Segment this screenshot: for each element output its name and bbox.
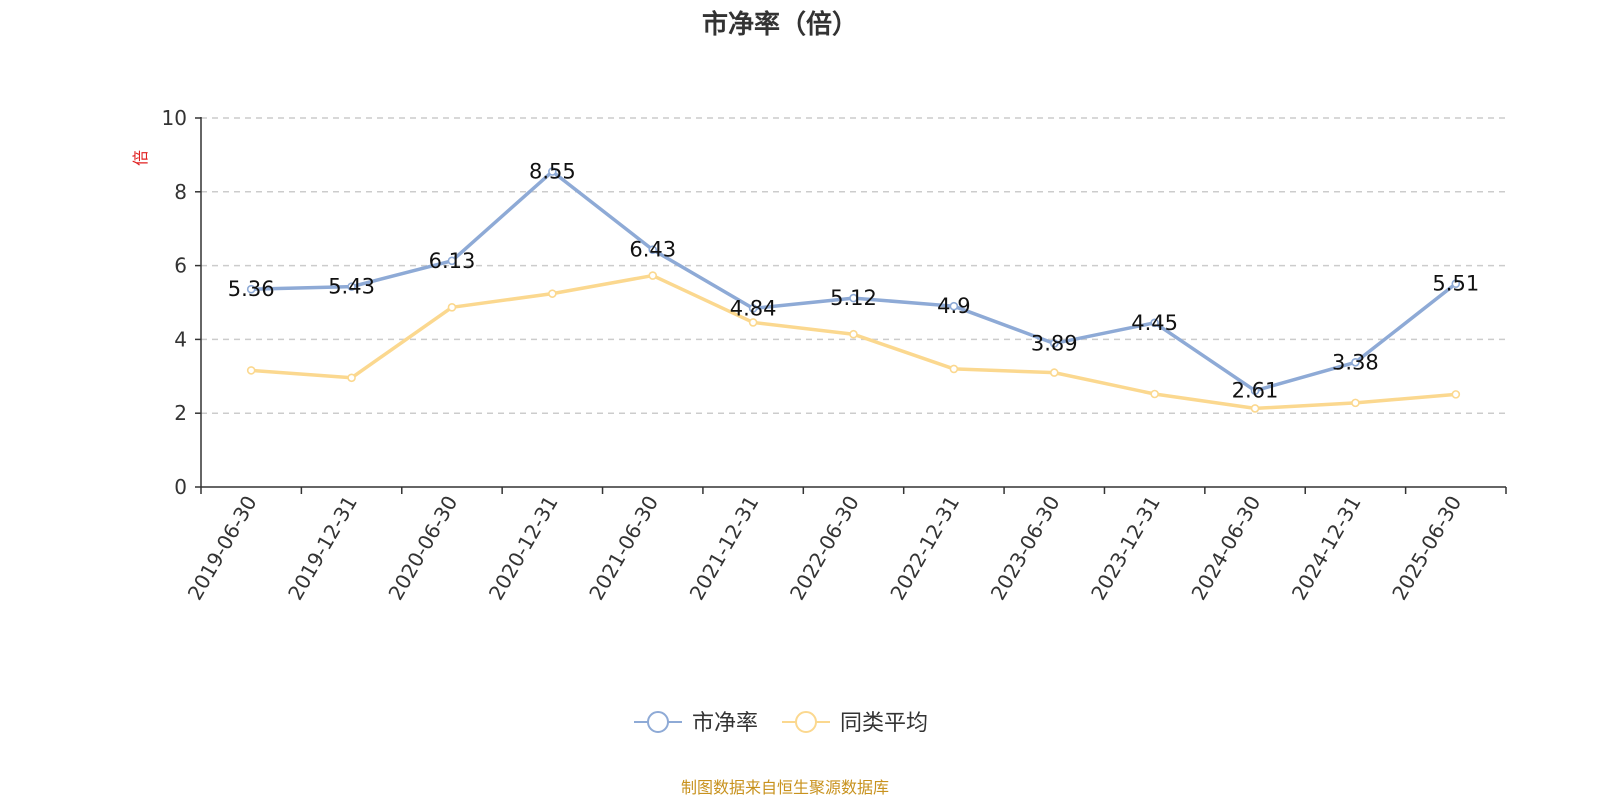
data-label: 4.45 [1131, 311, 1178, 335]
legend-circle-icon [647, 711, 669, 733]
data-point [548, 167, 557, 176]
x-tick-label: 2021-12-31 [685, 492, 764, 605]
x-tick-label: 2021-06-30 [584, 492, 663, 605]
x-tick-label: 2023-06-30 [986, 492, 1065, 605]
x-tick-label: 2024-06-30 [1186, 492, 1265, 605]
data-point [1451, 390, 1461, 399]
y-tick-label: 2 [174, 401, 187, 425]
data-point [246, 284, 256, 294]
data-point [949, 301, 959, 311]
data-point [748, 318, 758, 327]
x-tick-label: 2019-12-31 [283, 492, 362, 605]
data-label: 5.12 [830, 286, 877, 310]
data-label: 6.43 [629, 238, 676, 262]
data-point [1250, 404, 1260, 413]
data-point [748, 304, 758, 313]
x-tick-label: 2020-06-30 [383, 492, 462, 605]
grid-lines [201, 117, 1506, 414]
data-point [849, 293, 858, 303]
x-tick-label: 2023-12-31 [1086, 492, 1165, 605]
x-tick-label: 2024-12-31 [1287, 492, 1366, 605]
data-point [1351, 357, 1360, 367]
data-point [347, 373, 356, 383]
data-labels: 5.36 5.43 6.13 8.55 6.43 4.84 5.12 4.9 3.89 4.45 2… [228, 160, 1479, 403]
data-point [1049, 368, 1059, 377]
data-label: 4.84 [730, 296, 777, 320]
data-point [548, 289, 557, 298]
data-label: 5.43 [328, 275, 375, 299]
data-point [1049, 339, 1059, 348]
data-label: 6.13 [429, 249, 476, 273]
data-label: 3.89 [1031, 331, 1078, 355]
data-point [1150, 389, 1159, 399]
data-point [648, 245, 658, 255]
data-label: 3.38 [1332, 350, 1379, 374]
y-tick-label: 0 [174, 475, 187, 499]
x-tick-label: 2022-06-30 [785, 492, 864, 605]
x-tick-label: 2019-06-30 [183, 492, 262, 605]
series-line [251, 169, 1457, 393]
data-point [849, 329, 858, 339]
y-tick-label: 6 [174, 254, 187, 278]
data-label: 5.51 [1432, 272, 1479, 296]
data-label: 5.36 [228, 277, 275, 301]
x-tick-label: 2020-12-31 [484, 492, 563, 605]
data-label: 8.55 [529, 160, 576, 184]
data-point [1451, 279, 1461, 288]
x-tick-label: 2022-12-31 [885, 492, 964, 605]
x-tick-label: 2025-06-30 [1387, 492, 1466, 605]
data-point [246, 366, 256, 375]
data-point [648, 271, 658, 280]
y-tick-label: 10 [162, 106, 187, 130]
axes: 0 2 4 6 8 10 2019-06-30 2019-12-31 2020-06-30 202… [162, 106, 1507, 605]
data-label: 2.61 [1232, 379, 1279, 403]
data-point [447, 256, 457, 266]
legend-item[interactable]: 市净率 [634, 711, 758, 736]
series-layer [246, 167, 1461, 413]
y-tick-label: 4 [174, 327, 187, 351]
data-point [949, 364, 959, 374]
legend-circle-icon [795, 711, 817, 733]
data-label: 4.9 [937, 294, 970, 318]
data-point [1250, 386, 1260, 395]
data-point [347, 282, 356, 291]
legend-label: 市净率 [692, 711, 758, 736]
legend: 市净率 同类平均 [634, 711, 928, 736]
y-axis-label: 倍 [131, 150, 150, 166]
y-tick-label: 8 [174, 180, 187, 204]
legend-item[interactable]: 同类平均 [782, 711, 928, 736]
data-point [447, 302, 457, 312]
legend-label: 同类平均 [840, 711, 928, 736]
chart-title: 市净率（倍） [702, 9, 858, 40]
source-note: 制图数据来自恒生聚源数据库 [681, 778, 889, 797]
data-point [1150, 318, 1159, 328]
data-point [1351, 398, 1360, 408]
